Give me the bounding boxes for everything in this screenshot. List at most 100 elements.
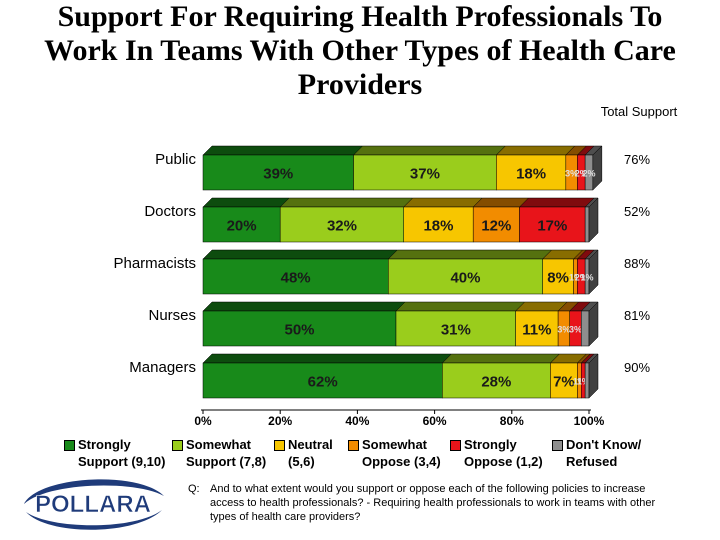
total-support-nurses: 81% xyxy=(624,308,650,323)
bar-side-public xyxy=(592,145,603,191)
data-label-doctors-3: 12% xyxy=(481,218,511,235)
data-label-managers-4: 1% xyxy=(577,377,590,387)
x-tick-label: 20% xyxy=(268,414,292,428)
pollara-logo: POLLARA xyxy=(24,479,164,530)
bar-top-doctors-4 xyxy=(518,197,595,208)
data-label-public-1: 37% xyxy=(410,166,440,183)
bar-segment-pharmacists-1 xyxy=(388,258,543,295)
chart-title: Support For Requiring Health Professiona… xyxy=(44,0,676,101)
logo-swoosh-lower xyxy=(26,510,162,530)
legend-label-line1: Somewhat xyxy=(362,437,428,452)
bar-segment-managers-1 xyxy=(442,362,551,399)
bar-segment-public-1 xyxy=(353,154,497,191)
bar-segment-doctors-5 xyxy=(584,206,590,243)
legend-item-dont-know: Don't Know/ Refused xyxy=(552,436,642,470)
legend-swatch xyxy=(552,440,563,451)
legend-item-strongly-support: Strongly Support (9,10) xyxy=(64,436,166,470)
legend-label-line2: Oppose (3,4) xyxy=(362,454,441,469)
bar-top-public-0 xyxy=(202,145,364,156)
bar-top-managers-0 xyxy=(202,353,452,364)
x-tick-label: 80% xyxy=(500,414,524,428)
footnote-q-marker: Q: xyxy=(188,483,200,495)
data-label-pharmacists-0: 48% xyxy=(281,270,311,287)
data-label-pharmacists-1: 40% xyxy=(450,270,480,287)
logo-text: POLLARA xyxy=(35,491,151,518)
legend-label-line2: Oppose (1,2) xyxy=(464,454,543,469)
bar-segment-public-0 xyxy=(202,154,354,191)
bar-segment-public-2 xyxy=(496,154,567,191)
bar-top-pharmacists-0 xyxy=(202,249,398,260)
category-label-managers: Managers xyxy=(129,359,196,376)
legend-item-strongly-oppose: Strongly Oppose (1,2) xyxy=(450,436,543,470)
legend-label-line2: Refused xyxy=(566,454,618,469)
data-label-pharmacists-2: 8% xyxy=(547,270,569,287)
data-label-doctors-0: 20% xyxy=(227,218,257,235)
bar-segment-doctors-4 xyxy=(519,206,586,243)
data-label-pharmacists-5: 1% xyxy=(581,273,594,283)
bar-segment-doctors-0 xyxy=(202,206,281,243)
legend-swatch xyxy=(274,440,285,451)
data-label-managers-0: 62% xyxy=(308,374,338,391)
legend-label-line1: Somewhat xyxy=(186,437,252,452)
logo-swoosh xyxy=(24,479,164,504)
bar-segment-pharmacists-2 xyxy=(542,258,574,295)
bar-top-doctors-3 xyxy=(472,197,530,208)
legend-label-line2: Support (9,10) xyxy=(78,454,166,469)
x-tick-label: 40% xyxy=(345,414,369,428)
legend-label-line1: Strongly xyxy=(464,437,517,452)
total-support-doctors: 52% xyxy=(624,204,650,219)
data-label-managers-2: 7% xyxy=(553,374,575,391)
total-support-pharmacists: 88% xyxy=(624,256,650,271)
legend-label-line1: Don't Know/ xyxy=(566,437,642,452)
legend-label-line2: (5,6) xyxy=(288,454,315,469)
data-label-public-3: 3% xyxy=(565,169,578,179)
bar-top-public-1 xyxy=(352,145,506,156)
bar-top-public-2 xyxy=(495,145,576,156)
data-label-nurses-4: 3% xyxy=(569,325,582,335)
bar-segment-pharmacists-0 xyxy=(202,258,389,295)
x-tick-label: 100% xyxy=(574,414,605,428)
legend-swatch xyxy=(172,440,183,451)
data-label-nurses-3: 3% xyxy=(557,325,570,335)
bar-segment-nurses-2 xyxy=(515,310,559,347)
legend-swatch xyxy=(450,440,461,451)
legend-swatch xyxy=(64,440,75,451)
bar-segment-doctors-2 xyxy=(403,206,474,243)
category-label-nurses: Nurses xyxy=(148,307,196,324)
bar-segment-managers-0 xyxy=(202,362,443,399)
bar-segment-doctors-3 xyxy=(472,206,520,243)
data-label-public-5: 2% xyxy=(582,169,595,179)
data-label-public-4: 2% xyxy=(575,169,588,179)
data-label-pharmacists-3: 1% xyxy=(569,273,582,283)
bar-side-nurses xyxy=(588,301,599,347)
footnote-text: And to what extent would you support or … xyxy=(210,483,656,523)
total-support-managers: 90% xyxy=(624,360,650,375)
bar-top-doctors-2 xyxy=(403,197,483,208)
data-label-managers-1: 28% xyxy=(481,374,511,391)
legend-label-line1: Neutral xyxy=(288,437,333,452)
total-support-public: 76% xyxy=(624,152,650,167)
data-label-doctors-2: 18% xyxy=(423,218,453,235)
legend-item-somewhat-support: Somewhat Support (7,8) xyxy=(172,436,267,470)
data-label-managers-3: 1% xyxy=(573,377,586,387)
legend-item-somewhat-oppose: Somewhat Oppose (3,4) xyxy=(348,436,441,470)
bar-side-managers xyxy=(588,353,599,399)
bar-top-doctors-0 xyxy=(202,197,290,208)
legend-item-neutral: Neutral (5,6) xyxy=(274,436,333,470)
data-label-pharmacists-4: 2% xyxy=(575,273,588,283)
data-label-nurses-1: 31% xyxy=(441,322,471,339)
category-label-public: Public xyxy=(155,151,196,168)
bar-top-nurses-1 xyxy=(395,301,526,312)
x-tick-label: 0% xyxy=(194,414,212,428)
bar-segment-nurses-5 xyxy=(581,310,590,347)
legend-label-line2: Support (7,8) xyxy=(186,454,267,469)
bar-segment-nurses-0 xyxy=(202,310,397,347)
x-tick-label: 60% xyxy=(423,414,447,428)
bar-side-pharmacists xyxy=(588,249,599,295)
bar-top-pharmacists-1 xyxy=(387,249,553,260)
data-label-nurses-0: 50% xyxy=(284,322,314,339)
bar-segment-managers-5 xyxy=(584,362,590,399)
bar-top-managers-1 xyxy=(441,353,561,364)
legend-swatch xyxy=(348,440,359,451)
data-label-nurses-2: 11% xyxy=(522,322,551,339)
